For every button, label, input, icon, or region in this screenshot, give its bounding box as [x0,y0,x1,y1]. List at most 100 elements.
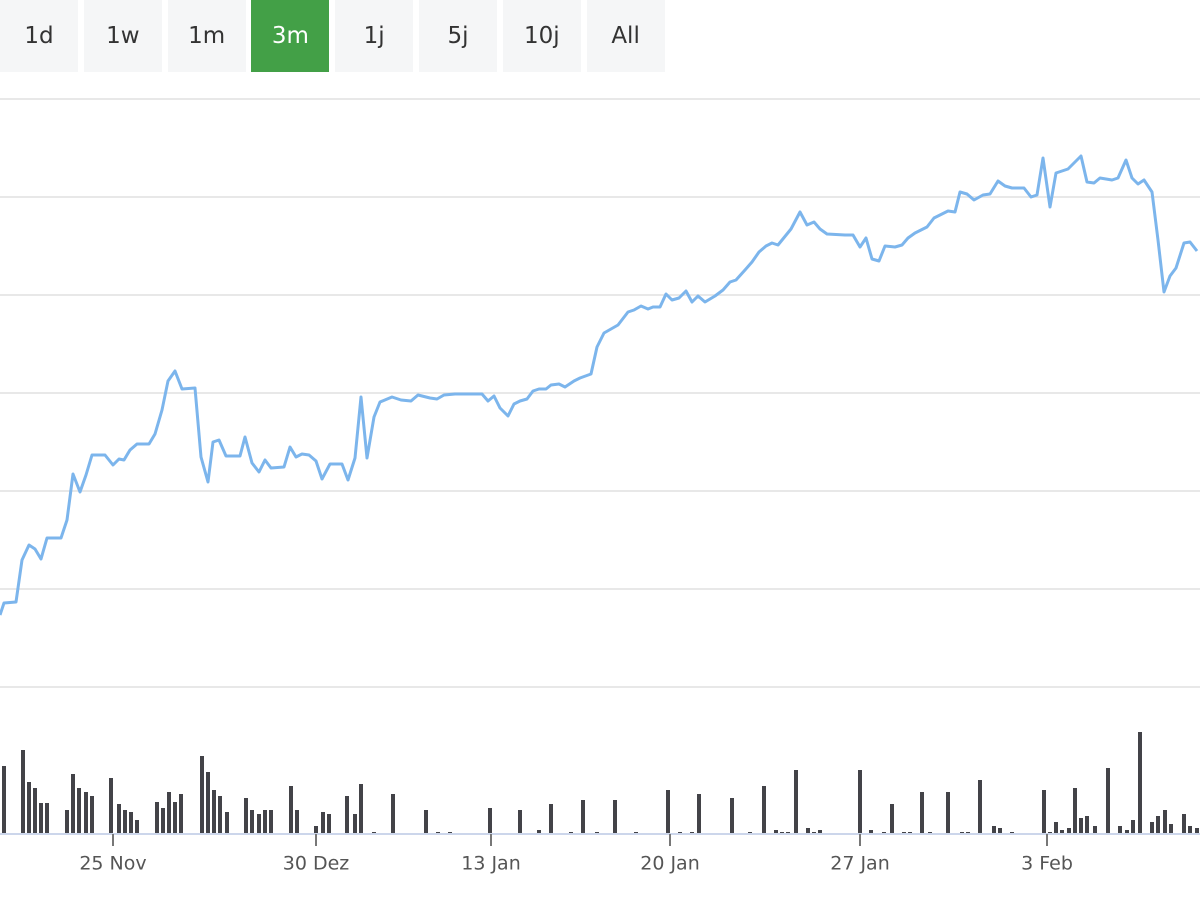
volume-bar [295,810,299,833]
volume-bar [1048,832,1052,833]
volume-bar [71,774,75,833]
volume-bar [858,770,862,833]
volume-bar [1060,830,1064,833]
volume-bar [1188,826,1192,833]
volume-bar [90,796,94,833]
volume-bar [806,828,810,833]
volume-bar [1118,826,1122,833]
volume-bar [928,832,932,833]
volume-bar [1182,814,1186,833]
x-tick-label: 3 Feb [1021,853,1073,875]
volume-bar [998,828,1002,833]
volume-bar [595,832,599,833]
x-tick-label: 13 Jan [461,853,521,875]
volume-bar [218,796,222,833]
volume-bar [992,826,996,833]
volume-bar [960,832,964,833]
volume-bar [33,788,37,833]
volume-bar [966,832,970,833]
range-button[interactable]: 1d [0,0,78,72]
volume-bar [345,796,349,833]
volume-bar [1067,828,1071,833]
volume-bar [244,798,248,833]
range-button[interactable]: 10j [502,0,581,72]
volume-bar [946,792,950,833]
volume-bar [634,832,638,833]
volume-bar [359,784,363,833]
range-button[interactable]: 1w [83,0,162,72]
volume-bar [549,804,553,833]
volume-bar [1169,824,1173,833]
volume-bar [869,830,873,833]
range-button[interactable]: 3m [251,0,330,72]
range-button[interactable]: 1j [335,0,414,72]
volume-bar [1073,788,1077,833]
volume-bar [179,794,183,833]
volume-bar [613,800,617,833]
volume-bar [1150,822,1154,833]
range-button[interactable]: All [586,0,665,72]
volume-bar [1093,826,1097,833]
volume-bar [697,794,701,833]
x-tick-label: 30 Dez [283,853,350,875]
volume-bar [690,832,694,833]
volume-bar [353,814,357,833]
volume-bar [581,800,585,833]
volume-bar [21,750,25,833]
volume-bar [129,812,133,833]
volume-bar [569,832,573,833]
volume-bar [786,832,790,833]
volume-bar [250,810,254,833]
volume-bar [1079,818,1083,833]
volume-bar [1156,816,1160,833]
volume-bar [908,832,912,833]
volume-bar [206,772,210,833]
volume-bar [173,802,177,833]
x-tick-label: 25 Nov [79,853,146,875]
volume-bar [1131,820,1135,833]
volume-bar [1138,732,1142,833]
volume-bar [327,814,331,833]
volume-bar [200,756,204,833]
range-button[interactable]: 1m [167,0,246,72]
volume-bar [39,803,43,833]
volume-bar [212,790,216,833]
volume-bar [436,832,440,833]
volume-bar [1106,768,1110,833]
volume-bar [730,798,734,833]
volume-bar [920,792,924,833]
volume-bar [2,766,6,833]
volume-bar [225,812,229,833]
volume-bar [155,802,159,833]
volume-bar [488,808,492,833]
volume-bar [1125,830,1129,833]
volume-bar [77,788,81,833]
volume-bar [27,782,31,833]
volume-bar [372,832,376,833]
volume-bar [678,832,682,833]
volume-bar [314,826,318,833]
volume-bar [762,786,766,833]
volume-bar [45,803,49,833]
volume-bar [263,810,267,833]
volume-bar [978,780,982,833]
volume-bar [1042,790,1046,833]
volume-bar [1085,816,1089,833]
price-line [0,154,1199,616]
volume-bar [818,830,822,833]
volume-bar [257,814,261,833]
volume-bar [882,832,886,833]
range-button[interactable]: 5j [419,0,497,72]
volume-bar [448,832,452,833]
volume-bar [65,810,69,833]
volume-bar [1054,822,1058,833]
volume-bar [123,810,127,833]
volume-bar [424,810,428,833]
volume-bar [84,792,88,833]
volume-bar [774,830,778,833]
volume-bar [117,804,121,833]
volume-bar [666,790,670,833]
volume-bar [321,812,325,833]
volume-bar [1195,828,1199,833]
